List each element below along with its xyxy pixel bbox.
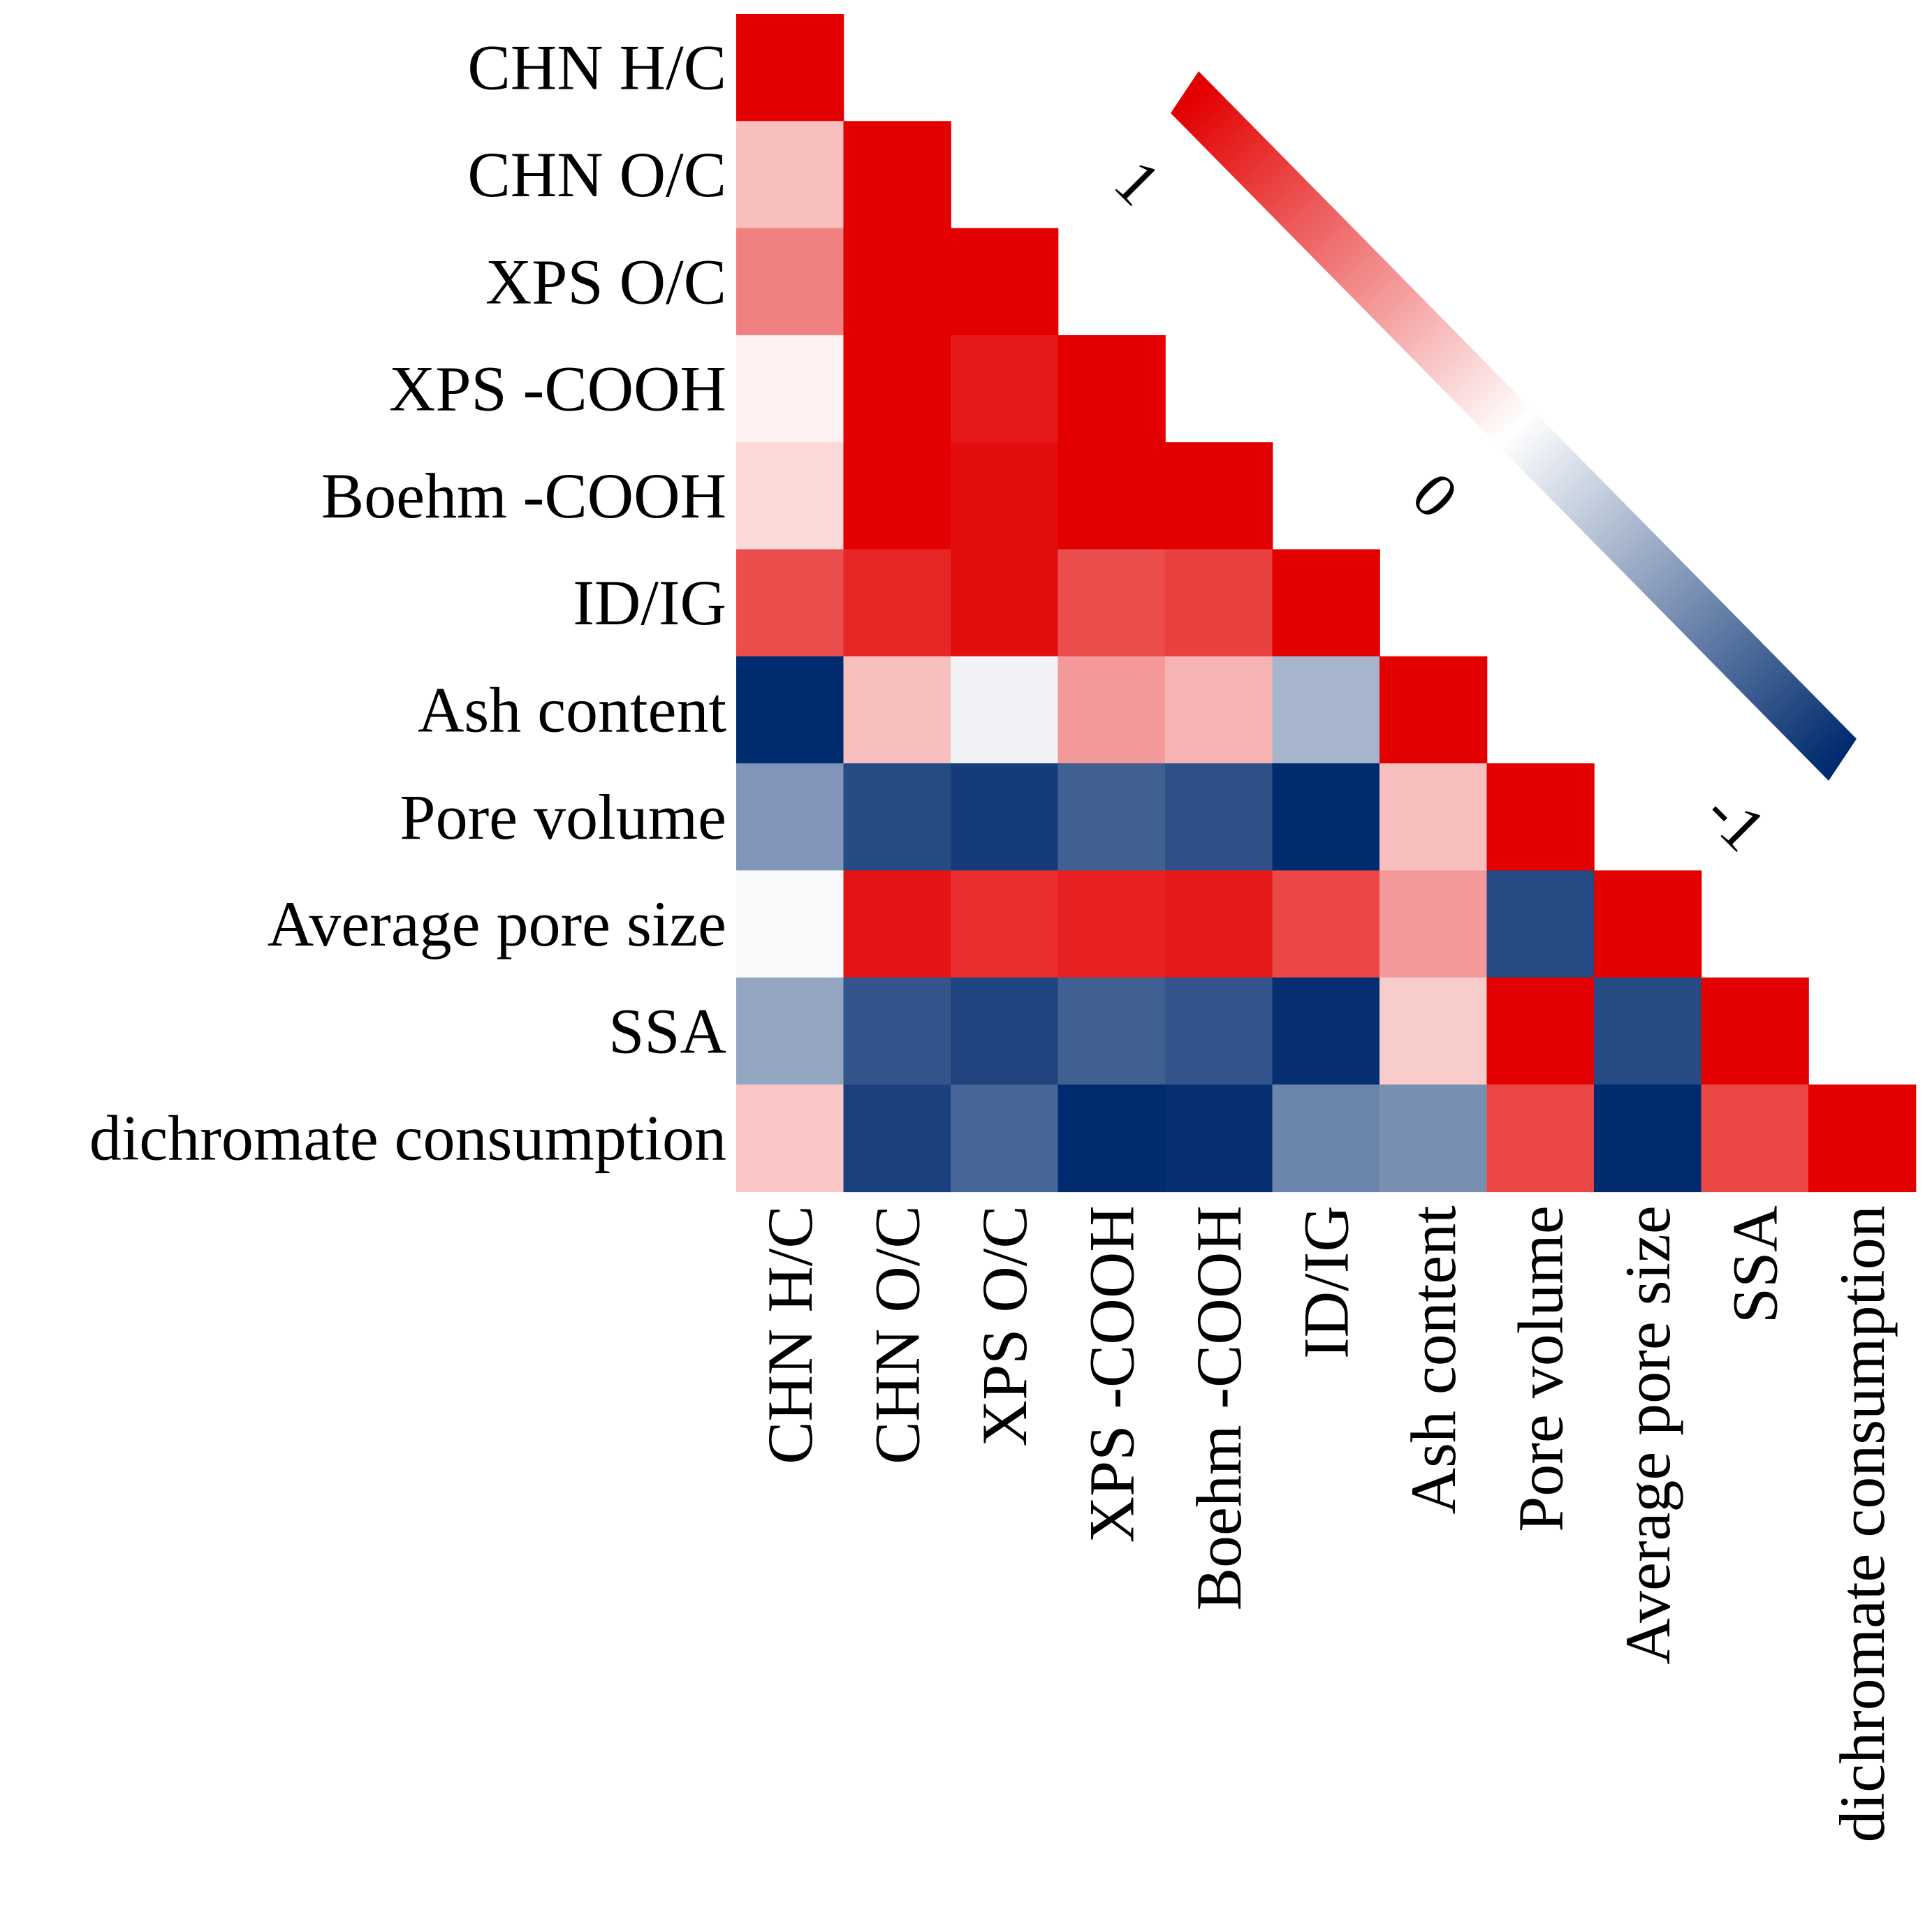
heatmap-cell xyxy=(1165,549,1273,657)
heatmap-cell xyxy=(736,977,844,1085)
heatmap-cell xyxy=(736,549,844,657)
row-label: Boehm -COOH xyxy=(321,460,726,531)
heatmap-cell xyxy=(951,977,1059,1085)
heatmap-cell xyxy=(843,549,951,657)
colorbar-tick-label: 0 xyxy=(1399,459,1472,532)
column-label: Boehm -COOH xyxy=(1183,1205,1254,1610)
row-label: dichromate consumption xyxy=(89,1103,726,1174)
column-label: Pore volume xyxy=(1505,1205,1576,1532)
heatmap-cell xyxy=(843,870,951,978)
heatmap-cells xyxy=(736,14,1917,1193)
heatmap-cell xyxy=(736,228,844,336)
heatmap-cell xyxy=(736,14,844,122)
heatmap-cell xyxy=(1165,442,1273,550)
row-labels: CHN H/C CHN O/C XPS O/C XPS -COOH Boehm -COO… xyxy=(89,32,727,1174)
heatmap-cell xyxy=(1165,656,1273,764)
heatmap-cell xyxy=(1380,870,1488,978)
heatmap-cell xyxy=(736,763,844,872)
column-label: dichromate consumption xyxy=(1827,1205,1898,1842)
row-label: ID/IG xyxy=(573,567,726,638)
row-label: Average pore size xyxy=(268,888,726,960)
heatmap-cell xyxy=(1058,977,1166,1085)
row-label: CHN H/C xyxy=(467,32,726,103)
heatmap-cell xyxy=(843,1085,951,1193)
column-label: Average pore size xyxy=(1612,1205,1683,1664)
heatmap-cell xyxy=(951,656,1059,764)
column-label: XPS O/C xyxy=(969,1205,1040,1446)
heatmap-cell xyxy=(843,656,951,764)
heatmap-cell xyxy=(843,763,951,872)
column-label: SSA xyxy=(1719,1205,1790,1323)
heatmap-cell xyxy=(1165,977,1273,1085)
heatmap-cell xyxy=(736,335,844,443)
heatmap-cell xyxy=(951,1085,1059,1193)
heatmap-cell xyxy=(951,763,1059,872)
heatmap-cell xyxy=(843,335,951,443)
column-label: ID/IG xyxy=(1290,1205,1361,1359)
heatmap-cell xyxy=(1594,977,1702,1085)
column-label: Ash content xyxy=(1398,1205,1469,1514)
heatmap-cell xyxy=(1594,1085,1702,1193)
column-labels: CHN H/C CHN O/C XPS O/C XPS -COOH Boehm -COO… xyxy=(754,1205,1898,1843)
colorbar-tick-label: 1 xyxy=(1102,146,1175,219)
heatmap-cell xyxy=(1058,549,1166,657)
heatmap-cell xyxy=(1165,763,1273,872)
heatmap-cell xyxy=(736,442,844,550)
row-label: XPS -COOH xyxy=(389,353,726,425)
heatmap-cell xyxy=(1272,977,1380,1085)
heatmap-cell xyxy=(736,656,844,764)
colorbar-tick-label: -1 xyxy=(1692,777,1780,865)
heatmap-cell xyxy=(1272,870,1380,978)
row-label: CHN O/C xyxy=(467,139,726,210)
heatmap-cell xyxy=(1165,1085,1273,1193)
heatmap-cell xyxy=(736,1085,844,1193)
heatmap-cell xyxy=(736,870,844,978)
heatmap-cell xyxy=(1594,870,1702,978)
heatmap-cell xyxy=(1808,1085,1917,1193)
column-label: CHN O/C xyxy=(861,1205,932,1464)
column-label: CHN H/C xyxy=(754,1205,826,1464)
heatmap-cell xyxy=(951,549,1059,657)
heatmap-cell xyxy=(951,228,1059,336)
heatmap-cell xyxy=(843,228,951,336)
heatmap-cell xyxy=(736,121,844,229)
heatmap-cell xyxy=(1058,335,1166,443)
heatmap-cell xyxy=(1486,763,1595,872)
heatmap-cell xyxy=(951,442,1059,550)
heatmap-cell xyxy=(1272,1085,1380,1193)
row-label: SSA xyxy=(608,995,726,1066)
heatmap-cell xyxy=(1380,1085,1488,1193)
heatmap-cell xyxy=(1701,977,1809,1085)
heatmap-cell xyxy=(1380,656,1488,764)
heatmap-cell xyxy=(1058,442,1166,550)
column-label: XPS -COOH xyxy=(1076,1205,1147,1543)
heatmap-cell xyxy=(843,977,951,1085)
heatmap-cell xyxy=(1058,870,1166,978)
heatmap-cell xyxy=(843,442,951,550)
heatmap-cell xyxy=(951,335,1059,443)
heatmap-cell xyxy=(1486,1085,1595,1193)
heatmap-cell xyxy=(1701,1085,1809,1193)
heatmap-cell xyxy=(1380,977,1488,1085)
row-label: Pore volume xyxy=(400,781,726,853)
heatmap-cell xyxy=(1486,870,1595,978)
heatmap-cell xyxy=(1058,763,1166,872)
heatmap-cell xyxy=(1058,1085,1166,1193)
colorbar-bar xyxy=(1171,71,1857,781)
heatmap-cell xyxy=(1272,549,1380,657)
heatmap-cell xyxy=(1272,656,1380,764)
heatmap-cell xyxy=(1486,977,1595,1085)
heatmap-cell xyxy=(1272,763,1380,872)
heatmap-cell xyxy=(951,870,1059,978)
heatmap-cell xyxy=(843,121,951,229)
heatmap-cell xyxy=(1058,656,1166,764)
heatmap-cell xyxy=(1165,870,1273,978)
row-label: XPS O/C xyxy=(485,246,726,317)
heatmap-cell xyxy=(1380,763,1488,872)
row-label: Ash content xyxy=(418,675,726,746)
